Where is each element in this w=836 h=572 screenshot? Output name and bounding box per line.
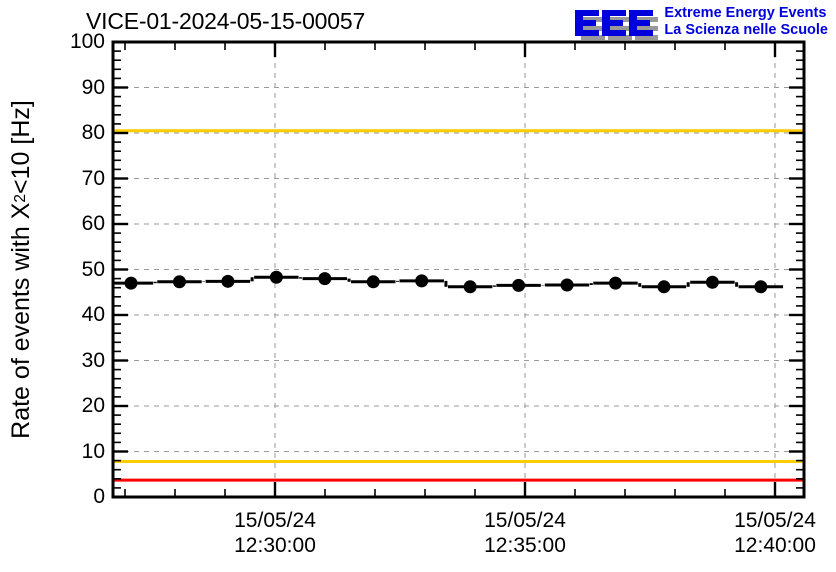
y-axis-tick-label: 50 xyxy=(81,257,105,281)
x-axis-tick-time: 12:35:00 xyxy=(484,534,566,557)
horizontal-gridlines xyxy=(114,87,803,452)
x-axis-tick-label: 15/05/24 12:35:00 xyxy=(445,508,605,558)
y-axis-tick-label: 70 xyxy=(81,166,105,190)
y-axis-tick-label: 30 xyxy=(81,348,105,372)
x-axis-minor-ticks xyxy=(124,42,726,497)
y-axis-title-suffix: <10 [Hz] xyxy=(6,100,35,194)
y-axis-tick-label: 100 xyxy=(69,30,105,53)
eee-logo-line1: Extreme Energy Events xyxy=(664,5,827,21)
y-axis-tick-label: 80 xyxy=(81,121,105,144)
x-axis-tick-date: 15/05/24 xyxy=(234,509,316,532)
x-axis-tick-date: 15/05/24 xyxy=(484,509,566,532)
y-axis-minor-ticks xyxy=(113,50,804,489)
y-axis-tick-label: 10 xyxy=(81,439,105,463)
eee-logo: Extreme Energy Events La Scienza nelle S… xyxy=(572,4,828,40)
y-axis-tick-label: 40 xyxy=(81,303,105,326)
x-axis-tick-time: 12:30:00 xyxy=(234,534,316,557)
y-axis-tick-label: 90 xyxy=(81,75,105,99)
y-axis-tick-label: 0 xyxy=(93,485,105,508)
y-axis-tick-labels: 0 10 20 30 40 50 60 70 80 90 100 xyxy=(45,0,105,572)
x-axis-tick-label: 15/05/24 12:40:00 xyxy=(695,508,836,558)
y-axis-title: Rate of events with X 2 <10 [Hz] xyxy=(6,100,35,439)
series-markers xyxy=(124,270,768,294)
eee-logo-text: Extreme Energy Events La Scienza nelle S… xyxy=(664,4,828,39)
page-title: VICE-01-2024-05-15-00057 xyxy=(86,8,366,34)
y-axis-major-ticks xyxy=(113,40,804,499)
eee-logo-line2: La Scienza nelle Scuole xyxy=(664,22,828,38)
y-axis-tick-label: 60 xyxy=(81,212,105,235)
eee-logo-mark xyxy=(572,4,659,40)
y-axis-title-prefix: Rate of events with X xyxy=(6,202,35,439)
eee-logo-icon xyxy=(575,10,659,40)
x-axis-major-ticks xyxy=(273,42,777,497)
x-axis-tick-date: 15/05/24 xyxy=(734,509,816,532)
y-axis-tick-label: 20 xyxy=(81,394,105,417)
x-axis-tick-label: 15/05/24 12:30:00 xyxy=(195,508,355,558)
x-axis-tick-time: 12:40:00 xyxy=(734,534,816,557)
